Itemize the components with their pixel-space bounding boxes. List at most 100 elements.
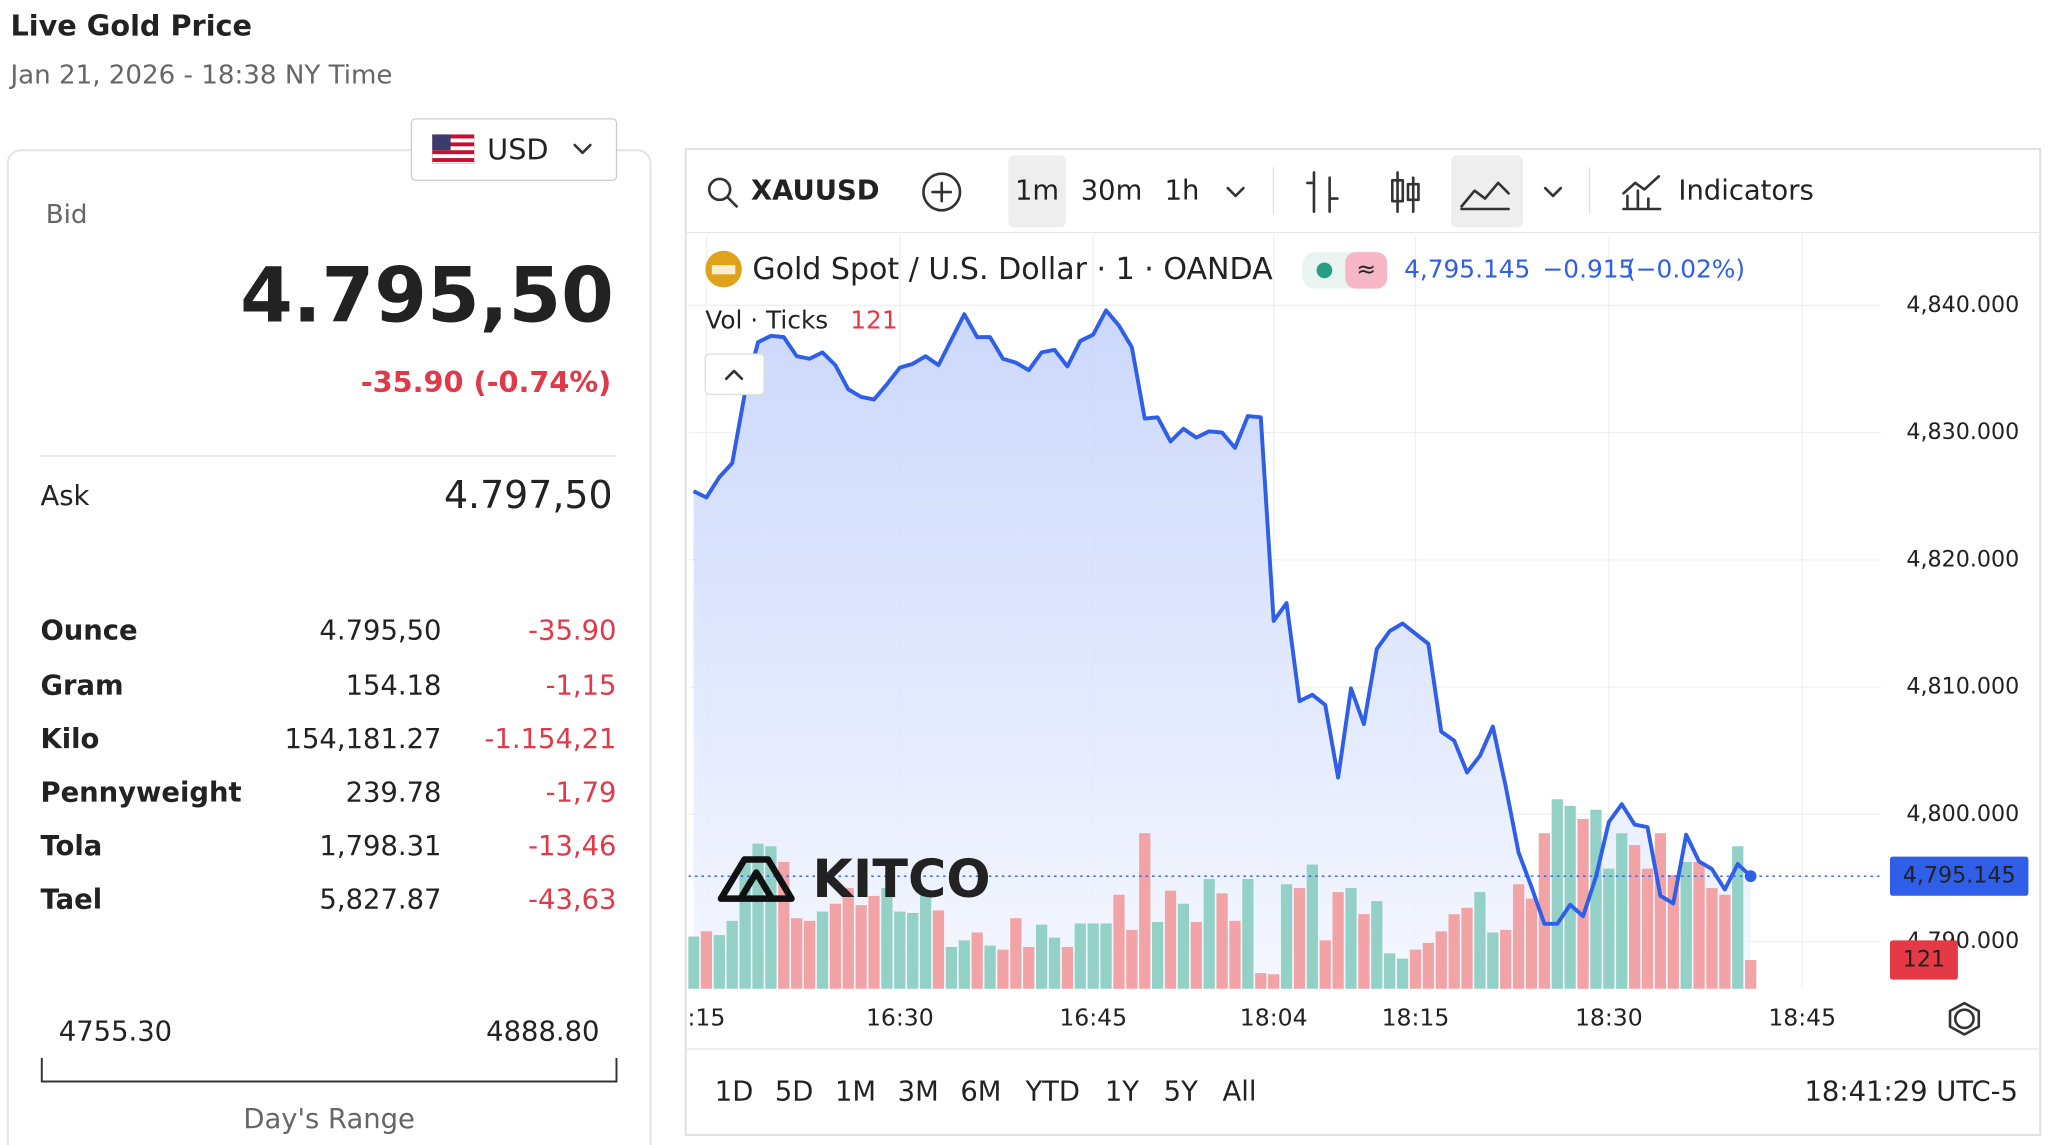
y-tick-label: 4,830.000 <box>1906 419 2019 445</box>
range-button[interactable]: 6M <box>960 1077 1001 1108</box>
unit-name: Ounce <box>40 616 137 647</box>
volume-tag-label: 121 <box>1903 947 1945 973</box>
range-buttons: 1D 5D 1M 3M 6M YTD 1Y 5Y All <box>715 1077 1257 1108</box>
chart-title: Gold Spot / U.S. Dollar · 1 · OANDA <box>752 252 1273 287</box>
indicators[interactable]: Indicators <box>1678 176 1813 207</box>
range-button[interactable]: YTD <box>1024 1077 1080 1108</box>
range-button[interactable]: 3M <box>898 1077 939 1108</box>
range-button[interactable]: 5D <box>775 1077 814 1108</box>
price-tag-label: 4,795.145 <box>1903 863 2016 889</box>
range-button[interactable]: 1Y <box>1105 1077 1139 1108</box>
bid-label: Bid <box>46 200 88 230</box>
volume-bar <box>1564 805 1576 989</box>
interval[interactable]: 1m <box>1015 176 1059 207</box>
volume-bar <box>855 905 867 989</box>
toolbar: XAUUSD 1m 30m 1h Indicators <box>707 155 1814 228</box>
watermark-logo <box>717 856 795 902</box>
currency-box[interactable] <box>410 118 618 181</box>
volume-bar <box>1745 960 1757 989</box>
ask-label: Ask <box>40 481 89 512</box>
volume-bar <box>1706 888 1718 989</box>
range-button[interactable]: 5Y <box>1164 1077 1198 1108</box>
volume-bar <box>881 888 893 989</box>
volume-bar <box>1641 868 1654 989</box>
volume-bar <box>919 894 932 989</box>
flag-stripes <box>432 134 475 162</box>
settings-icon[interactable] <box>1953 1008 1975 1030</box>
delay-icon: ≈ <box>1356 255 1376 283</box>
volume-bar <box>1345 888 1357 989</box>
y-tick-label: 4,840.000 <box>1906 292 2019 318</box>
interval-active <box>1008 155 1066 228</box>
volume-bar <box>945 946 957 989</box>
search-icon[interactable] <box>707 177 732 202</box>
volume-bar <box>1229 920 1241 989</box>
range-high: 4888.80 <box>486 1017 599 1048</box>
page-subtitle: Jan 21, 2026 - 18:38 NY Time <box>8 60 392 90</box>
units-table: Ounce 4.795,50 -35.90 Gram 154.18 -1,15 Kilo 15… <box>40 616 616 916</box>
legend-change: −0.915 <box>1543 254 1635 283</box>
volume-bar <box>829 903 841 989</box>
volume-bar <box>1152 922 1164 989</box>
settings-frame <box>1948 1001 1981 1036</box>
area-icon[interactable] <box>1460 181 1510 211</box>
volume-bar <box>1216 893 1228 989</box>
interval[interactable]: 30m <box>1081 176 1143 207</box>
unit-price: 5,827.87 <box>319 885 441 916</box>
range-bar <box>40 1057 618 1083</box>
unit-change: -1.154,21 <box>485 724 617 755</box>
volume-bar <box>1358 914 1370 989</box>
volume-bar <box>842 888 854 989</box>
chevron <box>573 143 592 155</box>
volume-bar <box>803 920 816 989</box>
volume-bar <box>1177 903 1190 989</box>
volume-bar <box>1048 937 1061 989</box>
volume-bar <box>1061 946 1074 989</box>
volume-bar <box>778 861 790 989</box>
volume-bar <box>1164 890 1177 989</box>
currency-label: USD <box>487 133 548 167</box>
volume-bar <box>1255 973 1267 989</box>
range-button[interactable]: All <box>1223 1077 1257 1108</box>
interval[interactable]: 1h <box>1165 176 1200 207</box>
range-button[interactable]: 1M <box>835 1077 876 1108</box>
unit-change: -1,15 <box>546 671 617 702</box>
volume-bar <box>1461 907 1473 989</box>
bars-icon[interactable] <box>1306 171 1339 213</box>
clock: 18:41:29 UTC-5 <box>1804 1077 2017 1108</box>
volume-bar <box>1139 833 1151 989</box>
volume-bar <box>1396 958 1409 989</box>
volume-bar <box>1525 898 1538 989</box>
symbol[interactable]: XAUUSD <box>751 176 880 207</box>
volume-bar <box>688 936 700 989</box>
volume-bar <box>816 911 829 989</box>
volume-bar <box>1319 940 1331 989</box>
volume-bar <box>1654 833 1667 989</box>
volume-bar <box>997 949 1009 989</box>
currency-select[interactable]: USD <box>410 118 618 181</box>
add-symbol[interactable] <box>922 172 962 212</box>
price-panel <box>6 149 652 1145</box>
unit-name: Tael <box>40 885 102 916</box>
volume-bar <box>1113 894 1125 989</box>
y-tick-label: 4,800.000 <box>1906 801 2019 827</box>
x-tick-label: 18:15 <box>1382 1003 1450 1031</box>
volume-bar <box>700 931 713 989</box>
x-tick-label: 18:04 <box>1240 1003 1308 1031</box>
unit-name: Kilo <box>40 724 99 755</box>
range-button[interactable]: 1D <box>715 1077 754 1108</box>
type-menu[interactable] <box>1543 186 1563 198</box>
collapse-button[interactable] <box>704 353 765 396</box>
page-title: Live Gold Price <box>10 8 252 42</box>
volume-bar <box>1538 833 1551 989</box>
volume-bar <box>1487 932 1499 989</box>
interval-menu[interactable] <box>1226 186 1245 198</box>
overlay: :15 16:30 16:45 18:04 18:15 18:30 18:454,790.0… <box>688 292 2029 1031</box>
volume-bar <box>1680 861 1692 989</box>
indicators-icon[interactable] <box>1622 175 1662 211</box>
volume-title: Vol · Ticks <box>705 305 828 334</box>
volume-bar <box>1280 884 1293 989</box>
unit-name: Pennyweight <box>40 778 241 809</box>
watermark: KITCO <box>717 850 991 910</box>
unit-change: -13,46 <box>528 831 616 862</box>
